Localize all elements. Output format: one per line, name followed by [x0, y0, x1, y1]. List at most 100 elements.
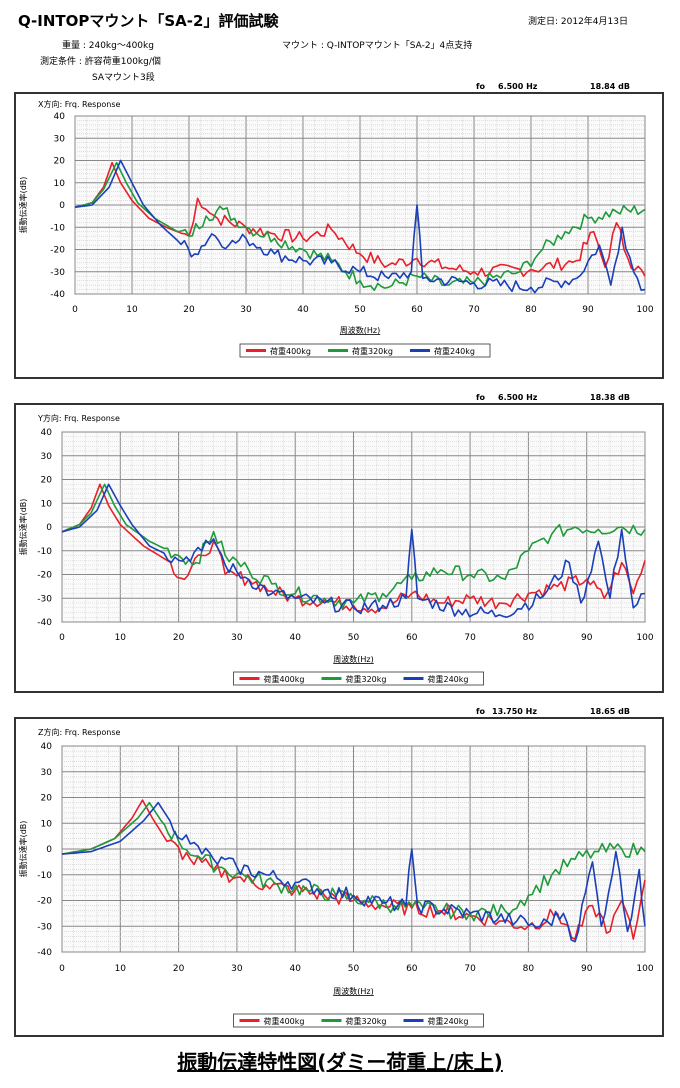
y-tick-label: -40: [37, 948, 52, 958]
series-line-red: [61, 483, 646, 614]
fo-label: fo: [476, 707, 485, 716]
measurement-date: 測定日: 2012年4月13日: [528, 17, 628, 27]
series-line-green: [74, 161, 646, 292]
fo-value: 6.500 Hz: [498, 393, 538, 402]
x-tick-label: 70: [468, 305, 480, 315]
x-tick-label: 100: [636, 964, 653, 974]
x-tick-label: 10: [126, 305, 138, 315]
legend-label: 荷重320kg: [346, 674, 387, 684]
y-tick-label: 30: [41, 768, 53, 778]
chart-title: X方向: Frq. Response: [38, 99, 121, 109]
series-line-green: [61, 801, 646, 922]
y-tick-label: -20: [50, 246, 65, 256]
x-tick-label: 70: [464, 633, 476, 643]
series-line-green: [61, 483, 646, 609]
y-axis-label: 振動伝達率(dB): [18, 177, 28, 234]
x-tick-label: 10: [115, 633, 127, 643]
legend-label: 荷重320kg: [352, 346, 393, 356]
y-tick-label: 10: [54, 179, 66, 189]
legend: 荷重400kg 荷重320kg 荷重240kg: [239, 343, 491, 358]
chart-frame-z: [14, 717, 664, 1037]
y-tick-label: -30: [50, 268, 65, 278]
y-tick-label: 20: [54, 157, 66, 167]
x-tick-label: 100: [636, 305, 653, 315]
page-title: Q-INTOPマウント「SA-2」評価試験: [18, 12, 279, 30]
x-tick-label: 90: [581, 964, 593, 974]
y-tick-label: 10: [41, 499, 53, 509]
x-tick-label: 50: [348, 633, 360, 643]
y-tick-label: -30: [37, 922, 52, 932]
fo-label: fo: [476, 82, 485, 91]
series-line-blue: [61, 801, 646, 943]
x-tick-label: 70: [464, 964, 476, 974]
y-tick-label: 40: [41, 742, 53, 752]
x-tick-label: 0: [59, 964, 65, 974]
y-tick-label: 10: [41, 819, 53, 829]
legend-label: 荷重320kg: [346, 1016, 387, 1026]
x-tick-label: 40: [297, 305, 309, 315]
x-axis-label: 周波数(Hz): [333, 986, 373, 996]
y-tick-label: -10: [37, 871, 52, 881]
legend: 荷重400kg 荷重320kg 荷重240kg: [233, 1013, 484, 1028]
x-tick-label: 20: [173, 964, 185, 974]
y-tick-label: -10: [37, 547, 52, 557]
x-tick-label: 20: [173, 633, 185, 643]
series-line-red: [74, 161, 646, 278]
legend-label: 荷重240kg: [428, 1016, 469, 1026]
y-tick-label: 20: [41, 794, 53, 804]
chart-frame-x: [14, 92, 664, 379]
chart-frame-y: [14, 403, 664, 693]
series-line-blue: [61, 483, 646, 619]
y-tick-label: 0: [46, 523, 52, 533]
figure-caption: 振動伝達特性図(ダミー荷重上/床上): [177, 1050, 503, 1074]
y-tick-label: 0: [59, 201, 65, 211]
y-axis-label: 振動伝達率(dB): [18, 821, 28, 878]
condition-info-2: SAマウント3段: [92, 73, 155, 83]
peak-value: 18.84 dB: [590, 82, 630, 91]
legend-label: 荷重400kg: [264, 674, 305, 684]
peak-value: 18.65 dB: [590, 707, 630, 716]
legend-box: [233, 1013, 484, 1028]
mount-info: マウント : Q-INTOPマウント「SA-2」4点支持: [282, 41, 473, 51]
series-line-blue: [74, 159, 646, 294]
x-axis-label: 周波数(Hz): [340, 325, 380, 335]
fo-value: 6.500 Hz: [498, 82, 538, 91]
peak-value: 18.38 dB: [590, 393, 630, 402]
x-tick-label: 30: [231, 633, 243, 643]
legend-label: 荷重240kg: [434, 346, 475, 356]
y-tick-label: 20: [41, 476, 53, 486]
x-tick-label: 40: [289, 633, 301, 643]
x-tick-label: 30: [231, 964, 243, 974]
legend-label: 荷重400kg: [270, 346, 311, 356]
y-tick-label: 40: [54, 112, 66, 122]
x-tick-label: 80: [523, 964, 535, 974]
y-tick-label: 0: [46, 845, 52, 855]
y-tick-label: -20: [37, 571, 52, 581]
x-tick-label: 0: [72, 305, 78, 315]
y-tick-label: 40: [41, 428, 53, 438]
y-tick-label: -40: [37, 618, 52, 628]
y-tick-label: -20: [37, 897, 52, 907]
chart-title: Y方向: Frq. Response: [37, 413, 120, 423]
x-tick-label: 10: [115, 964, 127, 974]
x-tick-label: 0: [59, 633, 65, 643]
x-tick-label: 40: [289, 964, 301, 974]
legend: 荷重400kg 荷重320kg 荷重240kg: [233, 671, 484, 686]
x-tick-label: 80: [523, 633, 535, 643]
condition-info: 測定条件 : 許容荷重100kg/個: [40, 57, 161, 67]
x-axis-label: 周波数(Hz): [333, 654, 373, 664]
legend-box: [233, 671, 484, 686]
x-tick-label: 50: [348, 964, 360, 974]
chart-title: Z方向: Frq. Response: [38, 727, 121, 737]
y-tick-label: 30: [54, 134, 66, 144]
x-tick-label: 100: [636, 633, 653, 643]
y-axis-label: 振動伝達率(dB): [18, 499, 28, 556]
fo-label: fo: [476, 393, 485, 402]
x-tick-label: 20: [183, 305, 195, 315]
y-tick-label: -10: [50, 223, 65, 233]
legend-label: 荷重400kg: [264, 1016, 305, 1026]
